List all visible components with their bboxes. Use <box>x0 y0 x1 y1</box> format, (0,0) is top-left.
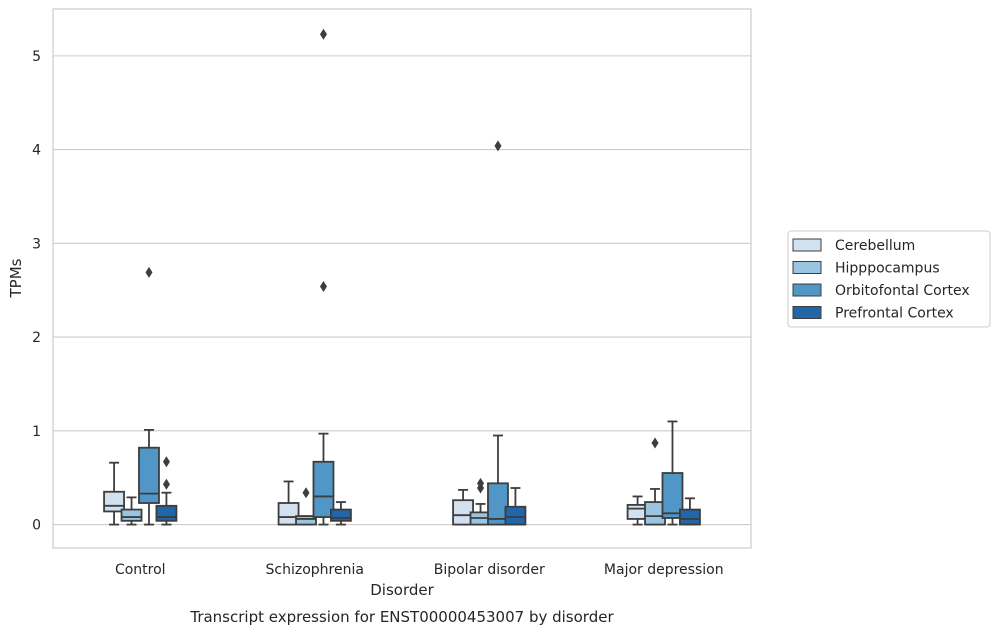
box-1-4 <box>155 456 178 526</box>
x-axis-label: Disorder <box>370 581 434 599</box>
y-tick-label: 2 <box>32 330 41 346</box>
x-tick-label: Schizophrenia <box>266 562 364 578</box>
y-tick-label: 5 <box>32 49 41 65</box>
box-1-3 <box>138 266 160 526</box>
outlier-point <box>651 437 659 449</box>
box-body <box>138 446 160 504</box>
outlier-point <box>162 478 170 490</box>
legend-swatch <box>792 283 822 297</box>
legend-swatch <box>792 238 822 252</box>
legend-swatch <box>792 261 822 274</box>
plot-frame <box>52 8 752 549</box>
box-body <box>312 460 335 518</box>
legend: Cerebellum Hipppocampus Orbitofontal Corte… <box>787 230 991 328</box>
box-2-1 <box>277 480 300 526</box>
outlier-point <box>477 477 485 489</box>
box-4-2 <box>644 437 666 526</box>
box-body <box>155 504 178 522</box>
box-3-4 <box>504 487 527 526</box>
legend-label: Hipppocampus <box>835 261 940 277</box>
box-body <box>120 508 143 522</box>
y-tick-label: 0 <box>32 518 41 534</box>
legend-swatch <box>792 306 822 319</box>
x-tick-label: Bipolar disorder <box>434 562 545 578</box>
box-2-3 <box>312 28 335 526</box>
box-body <box>679 508 701 526</box>
y-tick-label: 3 <box>32 236 41 252</box>
chart-caption: Transcript expression for ENST0000045300… <box>189 608 614 626</box>
box-body <box>330 508 352 522</box>
legend-item: Prefrontal Cortex <box>792 306 954 322</box>
outlier-point <box>162 456 170 468</box>
legend-frame <box>787 230 991 328</box>
box-body <box>277 502 300 526</box>
legend-label: Prefrontal Cortex <box>835 306 954 322</box>
box-body <box>661 472 684 519</box>
legend-item: Hipppocampus <box>792 261 940 277</box>
legend-item: Cerebellum <box>792 238 915 254</box>
box-3-3 <box>487 140 509 526</box>
y-axis-label: TPMs <box>7 258 25 298</box>
box-4-4 <box>679 497 701 526</box>
y-tick-label: 4 <box>32 143 41 159</box>
legend-label: Orbitofontal Cortex <box>835 283 970 299</box>
legend-label: Cerebellum <box>835 238 915 254</box>
box-body <box>103 490 125 513</box>
x-tick-label: Control <box>115 562 166 578</box>
outlier-point <box>319 280 327 292</box>
y-tick-label: 1 <box>32 424 41 440</box>
box-elements <box>103 28 701 526</box>
box-body <box>295 515 317 526</box>
y-tick-labels: 0 1 2 3 4 5 <box>32 49 41 534</box>
box-body <box>487 482 509 526</box>
outlier-point <box>494 140 502 152</box>
outlier-point <box>302 487 310 499</box>
box-body <box>504 505 527 526</box>
box-1-2 <box>120 496 143 526</box>
x-tick-label: Major depression <box>604 562 724 578</box>
legend-item: Orbitofontal Cortex <box>792 283 970 299</box>
outlier-point <box>319 28 327 40</box>
x-tick-labels: Control Schizophrenia Bipolar disorder Majo… <box>115 562 724 578</box>
box-1-1 <box>103 461 125 526</box>
box-2-4 <box>330 501 352 526</box>
box-2-2 <box>295 487 317 526</box>
outlier-point <box>145 266 153 278</box>
